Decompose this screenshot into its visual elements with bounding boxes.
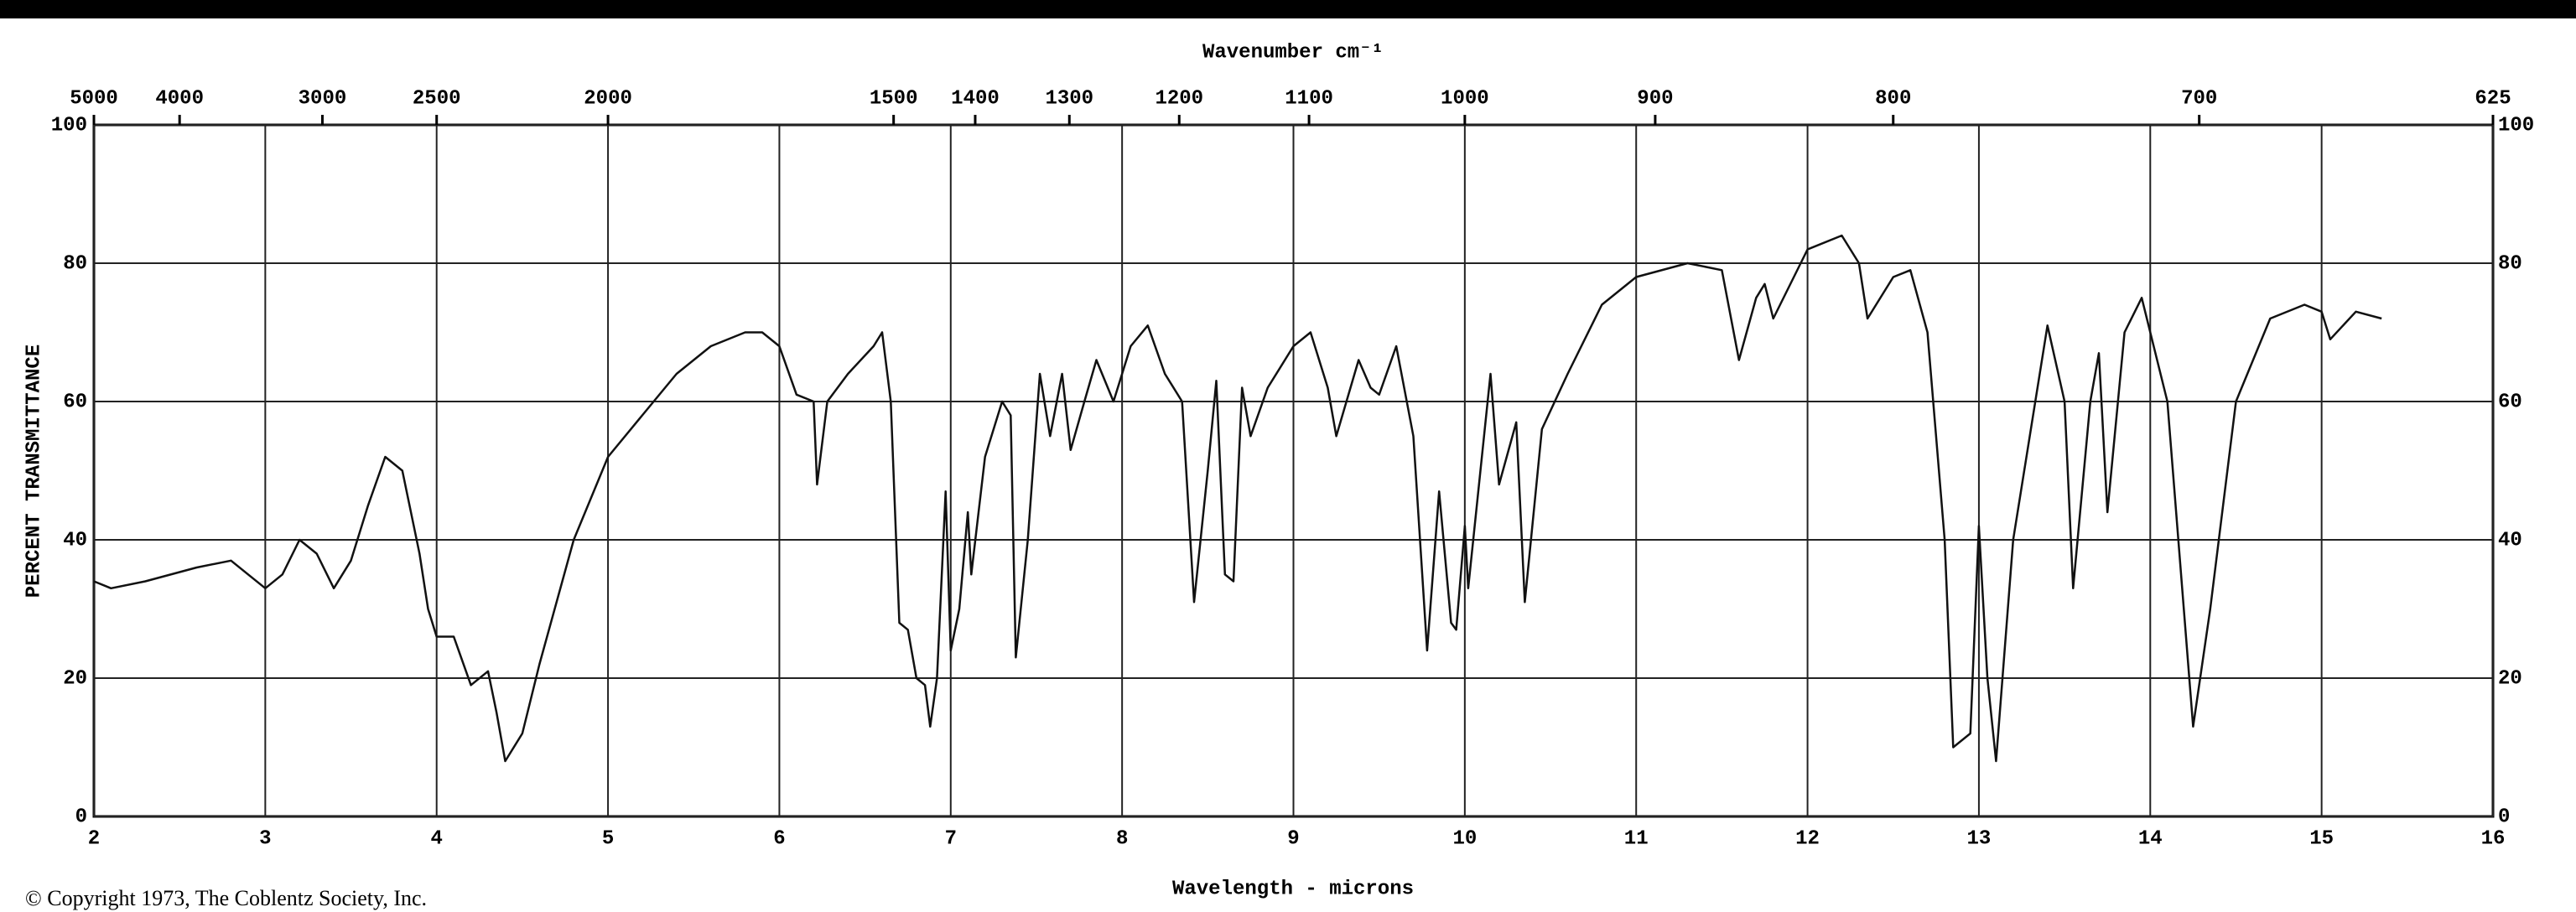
x-tick-label: 14: [2138, 827, 2163, 850]
x-tick-label: 11: [1624, 827, 1649, 850]
x2-tick-label: 2000: [584, 87, 632, 110]
x2-tick-label: 3000: [299, 87, 347, 110]
x-tick-label: 4: [431, 827, 443, 850]
x2-tick-label: 2500: [413, 87, 461, 110]
x2-tick-label: 1300: [1045, 87, 1093, 110]
x2-tick-label: 1200: [1155, 87, 1203, 110]
x-tick-label: 15: [2309, 827, 2334, 850]
x2-tick-label: 5000: [70, 87, 118, 110]
x-axis-label: Wavelength - microns: [1172, 878, 1414, 900]
y2-tick-label: 0: [2498, 806, 2510, 828]
y-tick-label: 40: [63, 529, 87, 552]
x2-tick-label: 1400: [951, 87, 1000, 110]
x2-axis-label: Wavenumber cm⁻¹: [1202, 41, 1384, 64]
x2-tick-label: 625: [2475, 87, 2511, 110]
top-band: [0, 0, 2576, 18]
x-tick-label: 8: [1116, 827, 1128, 850]
y-axis-label: PERCENT TRANSMITTANCE: [23, 345, 45, 598]
y2-tick-label: 40: [2498, 529, 2522, 552]
x-tick-label: 9: [1287, 827, 1299, 850]
x2-tick-label: 1000: [1441, 87, 1489, 110]
x2-tick-label: 800: [1875, 87, 1911, 110]
x-tick-label: 5: [602, 827, 614, 850]
x-tick-label: 10: [1452, 827, 1477, 850]
x2-tick-label: 700: [2181, 87, 2217, 110]
x2-tick-label: 900: [1637, 87, 1673, 110]
y2-tick-label: 80: [2498, 252, 2522, 275]
x-tick-label: 7: [945, 827, 957, 850]
y-tick-label: 0: [75, 806, 87, 828]
copyright: © Copyright 1973, The Coblentz Society, …: [25, 886, 427, 910]
x2-tick-label: 1100: [1285, 87, 1333, 110]
y-tick-label: 20: [63, 667, 87, 690]
x-tick-label: 16: [2481, 827, 2506, 850]
y-tick-label: 80: [63, 252, 87, 275]
y-tick-label: 100: [51, 114, 87, 137]
x-tick-label: 3: [259, 827, 271, 850]
x2-tick-label: 1500: [870, 87, 918, 110]
y2-tick-label: 60: [2498, 391, 2522, 413]
x-tick-label: 12: [1795, 827, 1820, 850]
y-tick-label: 60: [63, 391, 87, 413]
x-tick-label: 2: [88, 827, 100, 850]
y2-tick-label: 100: [2498, 114, 2534, 137]
y2-tick-label: 20: [2498, 667, 2522, 690]
x-tick-label: 6: [773, 827, 785, 850]
spectrum-line: [93, 234, 2382, 763]
x2-tick-label: 4000: [155, 87, 204, 110]
x-tick-label: 13: [1967, 827, 1992, 850]
